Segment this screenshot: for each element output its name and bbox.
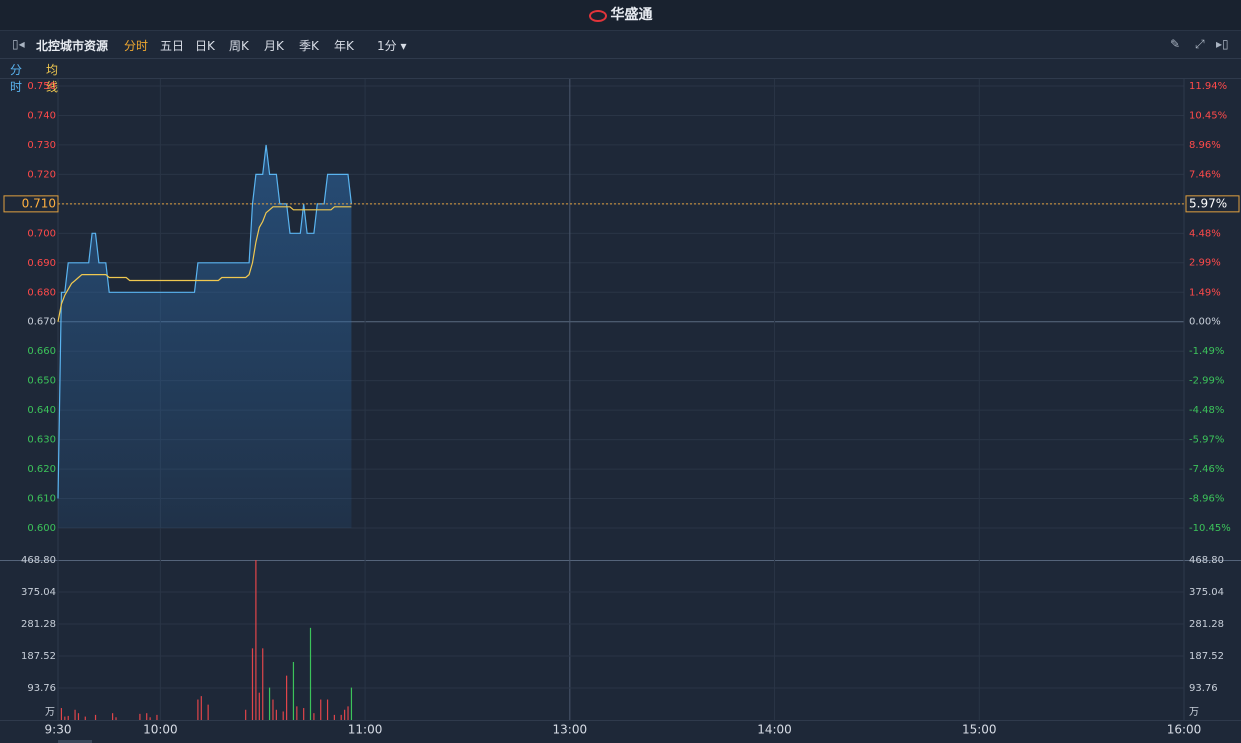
price-area [58,144,352,528]
scrollbar [58,740,92,743]
x-tick-label: 13:00 [553,723,588,737]
interval-select[interactable]: 1分 ▾ [377,39,407,53]
y-tick-label: 281.28 [21,619,56,630]
interval[interactable]: 1分 [377,39,397,53]
tab[interactable]: 季K [299,39,319,53]
y2-tick-label: 11.94% [1189,81,1227,92]
y2-tick-label: 0.00% [1189,317,1221,328]
y-tick-label: 0.720 [27,169,56,180]
tab[interactable]: 周K [229,39,249,53]
unit-label: 万 [45,707,55,718]
y-tick-label: 0.690 [27,258,56,269]
y-tick-label: 375.04 [21,587,56,598]
tab[interactable]: 年K [334,39,354,53]
y-tick-label: 93.76 [27,683,56,694]
last-price-box [3,195,59,213]
y-tick-label: 468.80 [21,555,56,566]
header: 华盛通 [0,0,1241,31]
logo: 华盛通 [588,7,653,23]
y2-tick-label: 2.99% [1189,258,1221,269]
y-tick-label: 0.740 [27,110,56,121]
stock-name: 北控城市资源 [36,39,109,53]
y-tick-label: 0.650 [27,376,56,387]
y2-tick-label: 281.28 [1189,619,1224,630]
price-line [57,144,352,499]
y2-tick-label: -8.96% [1189,494,1224,505]
y2-tick-label: 468.80 [1189,555,1224,566]
toolbar: ▯◂ 北控城市资源 1分 ▾ ✎ ⤢ ▸▯ 分时 五日 日K 周K 月K 季K 年K [0,31,1241,59]
logo-icon [588,10,607,22]
y2-tick-label: 1.49% [1189,287,1221,298]
fullscreen-icon[interactable]: ⤢ [1195,37,1205,51]
y2-tick-label: -10.45% [1189,523,1231,534]
expand-icon[interactable]: ▸▯ [1216,37,1229,51]
y-tick-label: 0.620 [27,464,56,475]
average-line [57,206,352,322]
y2-tick-label: 187.52 [1189,651,1224,662]
last-price-label: 0.710 [22,196,56,210]
y-tick-label: 0.700 [27,228,56,239]
tab[interactable]: 日K [195,39,215,53]
y2-tick-label: -4.48% [1189,405,1224,416]
y-tick-label: 0.630 [27,435,56,446]
y2-tick-label: 7.46% [1189,169,1221,180]
last-change-label: 5.97% [1189,196,1227,210]
y-tick-label: 0.600 [27,523,56,534]
y-tick-label: 0.640 [27,405,56,416]
y2-tick-label: 375.04 [1189,587,1224,598]
y-tick-label: 0.660 [27,346,56,357]
logo-text: 华盛通 [610,7,653,23]
y2-tick-label: -1.49% [1189,346,1224,357]
legend-entry: 分时 [10,63,23,94]
y-tick-label: 0.730 [27,140,56,151]
y2-tick-label: 93.76 [1189,683,1218,694]
last-change-box [1185,195,1240,213]
edit-icon[interactable]: ✎ [1170,37,1181,51]
x-tick-label: 15:00 [962,723,997,737]
y-tick-label: 0.610 [27,494,56,505]
y2-tick-label: -2.99% [1189,376,1224,387]
y-tick-label: 0.750 [27,81,56,92]
x-tick-label: 11:00 [348,723,383,737]
y-tick-label: 187.52 [21,651,56,662]
x-tick-label: 10:00 [143,723,178,737]
x-tick-label: 9:30 [45,723,72,737]
y2-tick-label: 4.48% [1189,228,1221,239]
y2-tick-label: -5.97% [1189,435,1224,446]
x-tick-label: 16:00 [1167,723,1202,737]
y-tick-label: 0.670 [27,317,56,328]
unit-label: 万 [1189,707,1199,718]
tab[interactable]: 分时 [124,39,149,53]
y2-tick-label: 10.45% [1189,110,1227,121]
legend-entry: 均线 [46,63,59,94]
collapse-icon[interactable]: ▯◂ [12,37,25,51]
tab[interactable]: 五日 [160,39,185,53]
y2-tick-label: 8.96% [1189,140,1221,151]
y-tick-label: 0.680 [27,287,56,298]
tab[interactable]: 月K [264,39,284,53]
x-tick-label: 14:00 [757,723,792,737]
y2-tick-label: -7.46% [1189,464,1224,475]
